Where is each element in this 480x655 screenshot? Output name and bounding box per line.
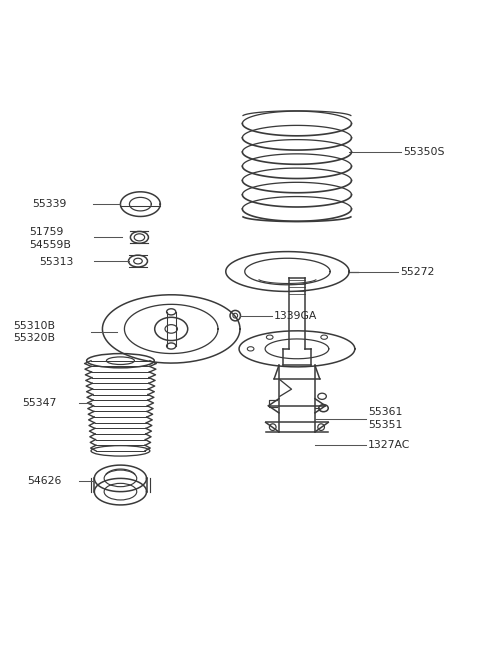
Text: 55313: 55313 [39,257,74,267]
Text: 55361
55351: 55361 55351 [368,407,402,430]
Text: 55310B
55320B: 55310B 55320B [13,321,55,343]
Text: 55339: 55339 [32,199,67,209]
Text: 54626: 54626 [27,476,62,486]
Text: 55350S: 55350S [404,147,445,157]
Text: 1327AC: 1327AC [368,440,410,450]
Text: 51759
54559B: 51759 54559B [29,227,71,250]
Text: 1339GA: 1339GA [274,310,318,321]
Text: 55272: 55272 [400,267,435,276]
Text: 55347: 55347 [22,398,56,409]
